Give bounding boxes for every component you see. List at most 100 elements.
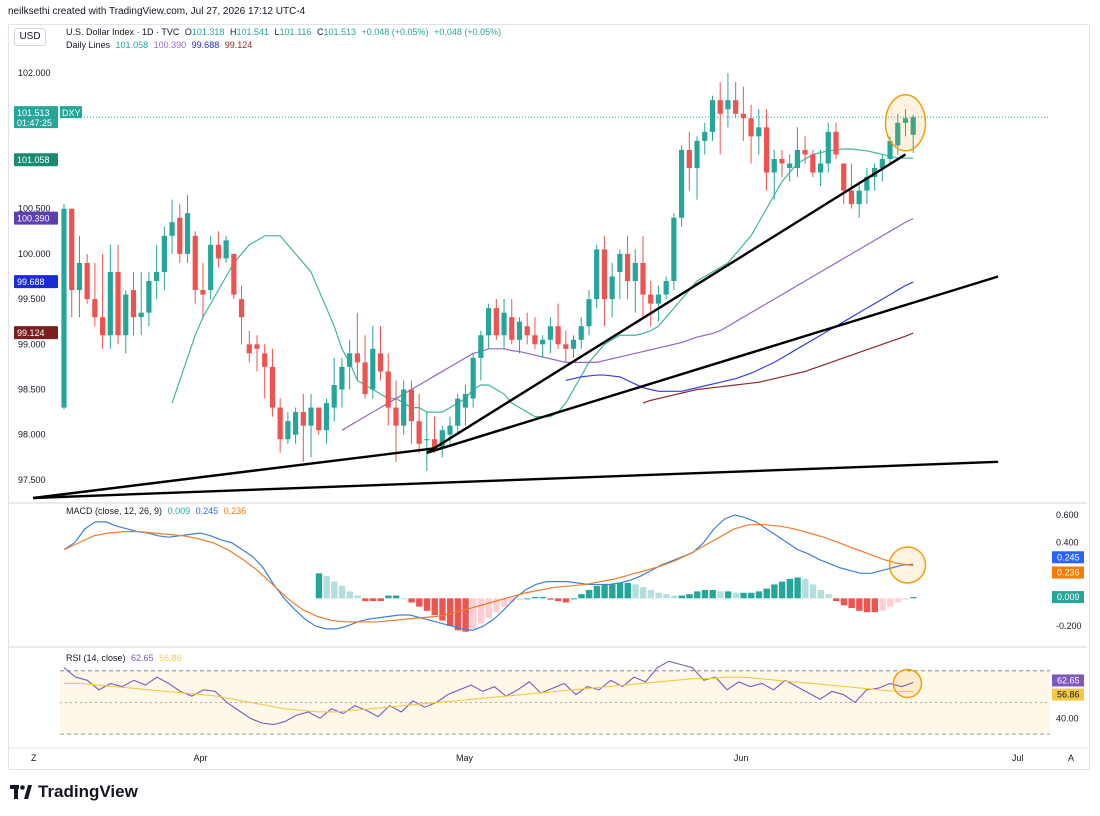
price-tag-bg [14, 153, 58, 167]
candle-body [300, 412, 306, 426]
candle-body [277, 407, 283, 440]
candle-body [130, 290, 137, 318]
macd-histogram-bar [508, 598, 516, 603]
price-tick-label: 99.000 [18, 339, 46, 349]
price-tick-label: 100.500 [18, 204, 51, 214]
macd-histogram-bar [408, 598, 415, 603]
macd-histogram-bar [825, 594, 832, 599]
candle-body [763, 127, 770, 173]
macd-histogram-bar [477, 598, 485, 624]
candle-body [362, 362, 368, 395]
macd-histogram-bar [778, 581, 786, 599]
candle-body [439, 430, 445, 449]
macd-histogram-bar [392, 595, 400, 599]
trendline [426, 153, 907, 454]
macd-histogram-bar [531, 596, 539, 599]
macd-histogram-bar [578, 594, 585, 599]
change-value-2: +0.048 (+0.05%) [434, 27, 502, 37]
macd-histogram-bar [331, 581, 338, 599]
macd-histogram-bar [400, 598, 408, 600]
price-tag: 99.124 [14, 326, 58, 340]
price-tick-label: 98.500 [18, 385, 46, 395]
candle-body [115, 271, 121, 336]
candle-body [825, 131, 831, 164]
macd-histogram-bar [910, 597, 917, 599]
macd-histogram-bar [362, 598, 369, 602]
candle-body [802, 149, 808, 155]
candle-body [401, 389, 407, 426]
macd-signal-value: 0.236 [223, 506, 247, 516]
candle-body [779, 158, 785, 164]
macd-histogram-bar [524, 598, 531, 600]
change-value: +0.048 (+0.05%) [361, 27, 429, 37]
macd-histogram-bar [786, 578, 794, 599]
macd-histogram-bar [570, 598, 577, 600]
candle-body [895, 122, 901, 146]
candle-body [501, 312, 507, 336]
rsi-tag-bg [1052, 674, 1084, 687]
price-tag: 101.058 [14, 153, 58, 167]
macd-line [63, 524, 914, 623]
candle-body [138, 312, 144, 318]
macd-histogram-bar [694, 591, 701, 599]
low-label: L [274, 27, 280, 37]
macd-histogram-bar [632, 584, 639, 599]
candle-body [208, 244, 214, 291]
candle-body [377, 353, 384, 372]
candle-body [733, 100, 739, 114]
candle-body [493, 308, 499, 336]
candle-body [478, 335, 484, 358]
candle-body [308, 407, 314, 426]
macd-histogram-bar [470, 598, 477, 629]
macd-histogram-bar [678, 595, 685, 599]
currency-button[interactable]: USD [14, 28, 46, 46]
macd-histogram-bar [740, 592, 747, 599]
macd-histogram-bar [447, 598, 454, 627]
macd-histogram-bar [840, 598, 848, 606]
candle-body [748, 118, 754, 137]
price-tag-bg [14, 326, 58, 340]
macd-histogram-bar [416, 598, 423, 607]
price-tick-label: 100.000 [18, 249, 51, 259]
candle-body [447, 425, 453, 435]
macd-histogram-bar [802, 578, 809, 599]
macd-line [63, 514, 914, 631]
candle-body [887, 140, 893, 159]
rsi-value: 62.65 [131, 653, 154, 663]
auto-scale-label: A [1068, 753, 1074, 763]
price-tag-label: 99.124 [17, 328, 45, 338]
ma-value-1: 101.058 [115, 40, 149, 50]
moving-average-line [565, 281, 914, 392]
macd-histogram-bar [809, 584, 817, 599]
price-tag-countdown: 01:47:25 [17, 118, 52, 128]
macd-histogram-bar [794, 577, 801, 599]
macd-tag-label: 0.236 [1057, 568, 1080, 578]
candle-body [740, 113, 746, 119]
rsi-label: RSI (14, close) [66, 653, 126, 663]
candle-body [709, 100, 716, 132]
candle-body [594, 249, 600, 300]
candle-body [215, 244, 221, 259]
macd-histogram-bar [856, 598, 863, 611]
candle-body [177, 217, 183, 254]
macd-histogram-bar [887, 598, 894, 607]
candle-body [756, 127, 762, 137]
price-tick-label: 97.500 [18, 475, 46, 485]
rsi-legend: RSI (14, close) 62.65 56.86 [66, 653, 185, 663]
moving-average-line [341, 218, 914, 431]
macd-histogram-bar [516, 598, 523, 600]
candle-body [833, 131, 839, 155]
time-tick-label: Apr [194, 753, 208, 763]
macd-histogram-bar [879, 598, 886, 611]
macd-histogram-bar [894, 598, 902, 603]
candle-body [354, 353, 360, 363]
daily-lines-label: Daily Lines [66, 40, 111, 50]
macd-histogram-bar [655, 592, 662, 599]
candle-body [555, 326, 561, 345]
macd-histogram-bar [871, 598, 878, 613]
candle-body [717, 100, 723, 114]
price-tag-label: 100.390 [17, 214, 50, 224]
open-label: O [184, 27, 192, 37]
macd-histogram-bar [833, 598, 840, 602]
